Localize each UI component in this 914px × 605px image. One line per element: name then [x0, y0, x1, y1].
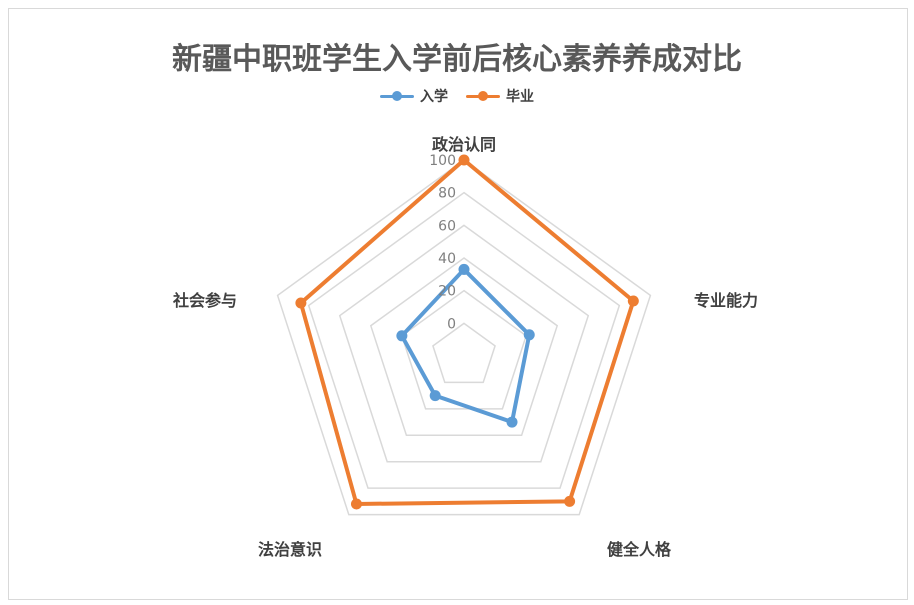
axis-label-3: 法治意识 [258, 540, 322, 559]
tick-label-80: 80 [438, 186, 456, 202]
axis-label-2: 健全人格 [607, 540, 672, 559]
legend-item-graduation: 毕业 [466, 86, 534, 106]
series-line-1 [298, 158, 636, 506]
data-point-0-0 [458, 263, 470, 275]
data-point-1-0 [458, 154, 470, 166]
legend-label-graduation: 毕业 [506, 89, 534, 105]
legend-swatch-graduation [466, 89, 500, 103]
data-point-1-1 [627, 295, 639, 307]
data-point-0-1 [523, 329, 535, 341]
chart-title: 新疆中职班学生入学前后核心素养养成对比 [172, 42, 742, 77]
data-point-0-4 [396, 330, 408, 342]
data-point-1-3 [350, 498, 362, 510]
grid-ring-80 [307, 191, 621, 489]
legend-label-entry: 入学 [420, 89, 448, 105]
tick-label-60: 60 [438, 218, 456, 234]
grid-ring-20 [400, 289, 528, 410]
tick-label-20: 20 [438, 284, 456, 300]
legend-item-entry: 入学 [380, 86, 448, 106]
data-point-1-2 [564, 495, 576, 507]
series-line-0 [399, 267, 532, 425]
grid-ring-0 [432, 322, 496, 384]
axis-label-4: 社会参与 [172, 291, 237, 310]
data-point-0-3 [429, 390, 441, 402]
grid-ring-60 [338, 224, 590, 463]
tick-label-40: 40 [438, 251, 456, 267]
tick-label-100: 100 [429, 153, 456, 169]
axis-label-0: 政治认同 [432, 135, 496, 154]
legend: 入学 毕业 [0, 86, 914, 106]
legend-swatch-entry [380, 89, 414, 103]
axis-label-1: 专业能力 [694, 291, 758, 310]
grid-ring-40 [369, 257, 559, 437]
grid-ring-100 [276, 159, 652, 516]
data-point-0-2 [506, 416, 518, 428]
tick-label-0: 0 [447, 316, 456, 332]
data-point-1-4 [295, 297, 307, 309]
